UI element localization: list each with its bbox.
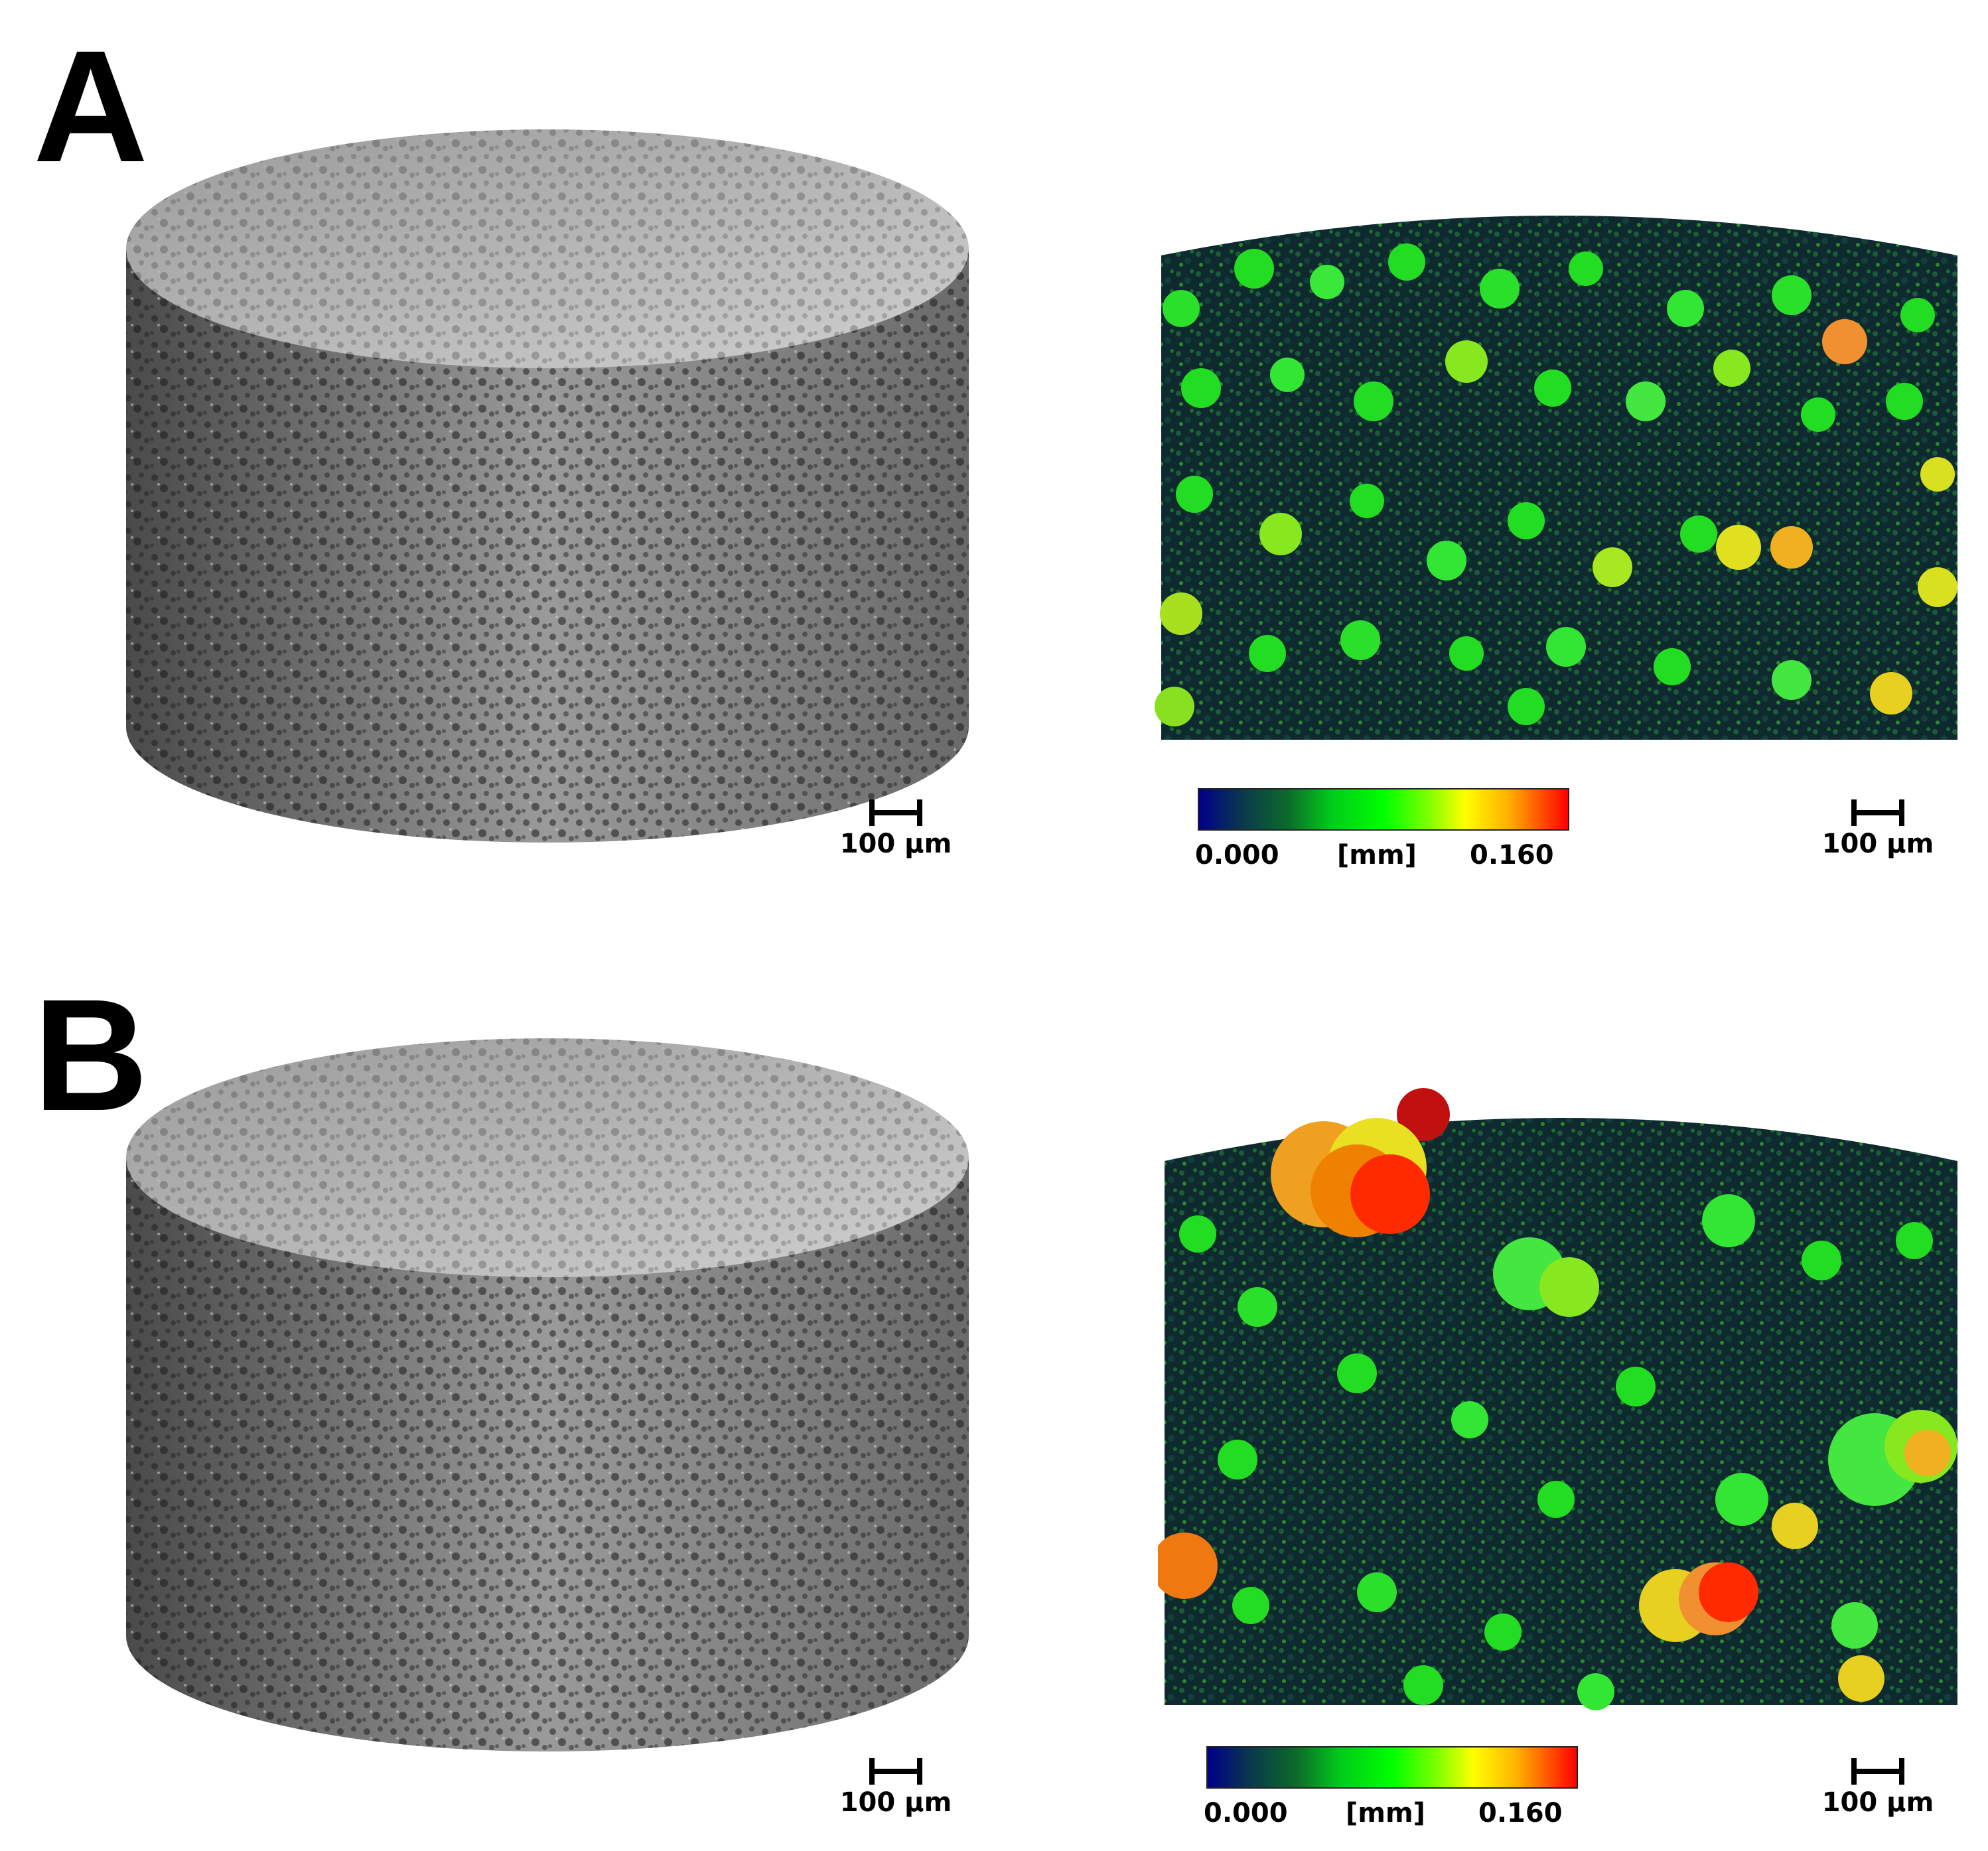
gray-cylinder-a	[123, 126, 972, 856]
colorbar-gradient	[1206, 1746, 1578, 1789]
pore-map-a-render	[1155, 216, 1957, 740]
scale-bar-a-right: 100 µm	[1818, 799, 1938, 859]
gray-cylinder-b	[123, 1035, 972, 1765]
colorbar-max-label: 0.160	[1470, 840, 1554, 870]
colorbar-b: 0.000 [mm] 0.160	[1204, 1746, 1578, 1835]
colorbar-min-label: 0.000	[1204, 1798, 1288, 1828]
colorbar-min-label: 0.000	[1195, 840, 1279, 870]
scale-bar-line	[1851, 1758, 1904, 1785]
panel-label-a: A	[33, 17, 149, 195]
panel-label-b: B	[33, 966, 149, 1144]
scale-bar-line	[1851, 799, 1904, 826]
scale-bar-line	[869, 799, 922, 826]
pore-map-a	[1155, 189, 1964, 746]
pore-map-b	[1158, 1088, 1964, 1712]
scale-bar-b-right: 100 µm	[1818, 1758, 1938, 1818]
scale-bar-label: 100 µm	[839, 1787, 952, 1818]
colorbar-max-label: 0.160	[1478, 1798, 1563, 1828]
scale-bar-label: 100 µm	[839, 829, 952, 859]
scale-bar-label: 100 µm	[1821, 1787, 1934, 1818]
pore-map-b-render	[1158, 1088, 1957, 1710]
scale-bar-label: 100 µm	[1821, 829, 1934, 859]
colorbar-gradient	[1198, 788, 1569, 831]
scale-bar-b-left: 100 µm	[836, 1758, 956, 1818]
gray-cylinder-a-render	[126, 129, 969, 843]
colorbar-a: 0.000 [mm] 0.160	[1195, 788, 1569, 877]
scale-bar-line	[869, 1758, 922, 1785]
scale-bar-a-left: 100 µm	[836, 799, 956, 859]
colorbar-unit-label: [mm]	[1346, 1798, 1425, 1828]
gray-cylinder-b-render	[126, 1038, 969, 1751]
colorbar-unit-label: [mm]	[1337, 840, 1417, 870]
